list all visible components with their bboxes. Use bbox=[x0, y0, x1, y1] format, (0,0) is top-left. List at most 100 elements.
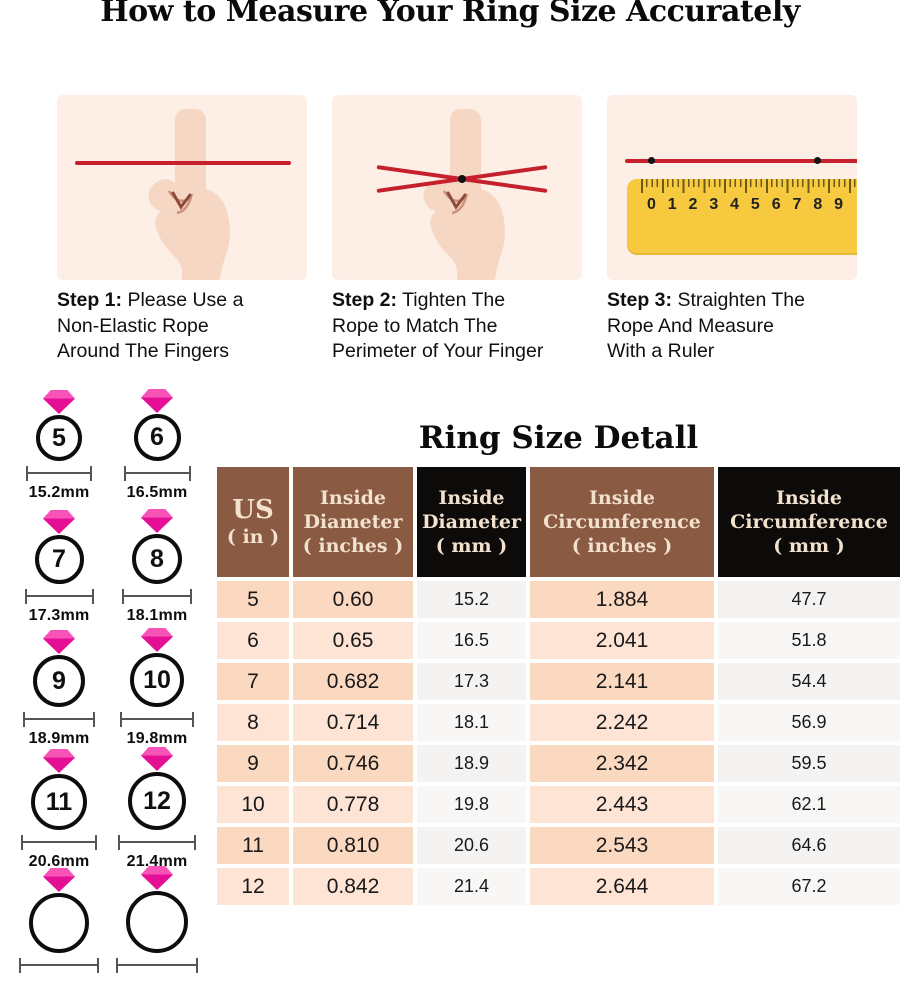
ring-size-number: 7 bbox=[34, 535, 84, 584]
rope-line bbox=[75, 161, 291, 165]
ring-diameter-label: 19.8mm bbox=[126, 730, 188, 747]
table-cell: 1.884 bbox=[530, 581, 714, 618]
table-cell: 0.65 bbox=[293, 622, 413, 659]
table-cell: 21.4 bbox=[417, 868, 526, 905]
table-cell: 0.842 bbox=[293, 868, 413, 905]
ring-diameter-label: 15.2mm bbox=[28, 484, 90, 501]
hand-icon bbox=[423, 109, 505, 280]
table-cell: 64.6 bbox=[718, 827, 900, 864]
step-1-illustration bbox=[57, 95, 307, 280]
table-cell: 59.5 bbox=[718, 745, 900, 782]
diamond-icon bbox=[43, 390, 75, 414]
diameter-measure-line bbox=[120, 712, 194, 727]
table-cell: 56.9 bbox=[718, 704, 900, 741]
ring-item-partial bbox=[108, 866, 206, 995]
diamond-icon bbox=[141, 747, 173, 771]
ring-diameter-label: 17.3mm bbox=[28, 607, 90, 624]
table-cell: 18.1 bbox=[417, 704, 526, 741]
ring-row: 7 17.3mm 8 18.1mm bbox=[10, 503, 206, 626]
ruler-numbers: 0 1 2 3 4 5 6 7 8 9 bbox=[646, 196, 844, 213]
table-cell: 12 bbox=[217, 868, 289, 905]
table-cell: 0.682 bbox=[293, 663, 413, 700]
diameter-measure-line bbox=[123, 466, 191, 481]
ring-row: 11 20.6mm 12 21.4mm bbox=[10, 747, 206, 872]
table-cell: 67.2 bbox=[718, 868, 900, 905]
table-title: Ring Size Detall bbox=[418, 420, 699, 456]
table-cell: 7 bbox=[217, 663, 289, 700]
diamond-icon bbox=[141, 628, 173, 652]
diameter-measure-line bbox=[122, 589, 192, 604]
diamond-icon bbox=[141, 866, 173, 890]
table-cell: 62.1 bbox=[718, 786, 900, 823]
ring-size-number: 9 bbox=[33, 655, 85, 707]
ring-item: 9 18.9mm bbox=[10, 626, 108, 749]
diamond-icon bbox=[43, 749, 75, 773]
step-2-illustration bbox=[332, 95, 582, 280]
ring-size-number: 6 bbox=[133, 414, 181, 461]
ring-diameter-label: 18.1mm bbox=[126, 607, 188, 624]
ring-diameter-label: 21.4mm bbox=[126, 853, 188, 870]
ring-size-chart: 5 15.2mm 6 16.5mm 7 17.3mm 8 18.1mm 9 bbox=[10, 380, 206, 995]
ruler-icon: 0 1 2 3 4 5 6 7 8 9 bbox=[627, 179, 857, 255]
ring-row: 5 15.2mm 6 16.5mm bbox=[10, 380, 206, 503]
table-cell: 0.810 bbox=[293, 827, 413, 864]
table-cell: 18.9 bbox=[417, 745, 526, 782]
table-cell: 8 bbox=[217, 704, 289, 741]
ring-item: 12 21.4mm bbox=[108, 747, 206, 872]
table-cell: 2.242 bbox=[530, 704, 714, 741]
ring-diameter-label: 20.6mm bbox=[28, 853, 90, 870]
diameter-measure-line bbox=[118, 835, 196, 850]
ring-item: 7 17.3mm bbox=[10, 503, 108, 626]
diamond-icon bbox=[43, 868, 75, 892]
diamond-icon bbox=[43, 630, 75, 654]
ring-row-partial bbox=[10, 866, 206, 995]
ring-item: 8 18.1mm bbox=[108, 503, 206, 626]
header-cell-diameter-mm: Inside Diameter ( mm ) bbox=[417, 467, 526, 577]
ring-size-number: 8 bbox=[132, 534, 182, 584]
step-3-illustration: 0 1 2 3 4 5 6 7 8 9 bbox=[607, 95, 857, 280]
table-cell: 15.2 bbox=[417, 581, 526, 618]
diameter-measure-line bbox=[19, 958, 99, 973]
table-cell: 2.543 bbox=[530, 827, 714, 864]
diameter-measure-line bbox=[21, 835, 97, 850]
diameter-measure-line bbox=[24, 589, 94, 604]
table-cell: 10 bbox=[217, 786, 289, 823]
table-cell: 11 bbox=[217, 827, 289, 864]
diamond-icon bbox=[43, 510, 75, 534]
ring-item-partial bbox=[10, 868, 108, 995]
header-cell-circumference-inches: Inside Circumference ( inches ) bbox=[530, 467, 714, 577]
step-1-caption: Step 1: Please Use a Non-Elastic Rope Ar… bbox=[57, 289, 244, 362]
page-title: How to Measure Your Ring Size Accurately bbox=[100, 0, 800, 29]
ring-item: 5 15.2mm bbox=[10, 380, 108, 503]
step-2-label: Step 2: bbox=[332, 289, 398, 311]
step-3-label: Step 3: bbox=[607, 289, 673, 311]
ring-item: 11 20.6mm bbox=[10, 749, 108, 872]
table-cell: 0.746 bbox=[293, 745, 413, 782]
table-cell: 47.7 bbox=[718, 581, 900, 618]
table-cell: 2.041 bbox=[530, 622, 714, 659]
ruler-ticks bbox=[641, 179, 857, 193]
header-cell-us: US ( in ) bbox=[217, 467, 289, 577]
ring-row: 9 18.9mm 10 19.8mm bbox=[10, 626, 206, 749]
table-cell: 2.342 bbox=[530, 745, 714, 782]
header-cell-circumference-mm: Inside Circumference ( mm ) bbox=[718, 467, 900, 577]
ring-item: 6 16.5mm bbox=[108, 380, 206, 503]
table-cell: 20.6 bbox=[417, 827, 526, 864]
ring-item: 10 19.8mm bbox=[108, 626, 206, 749]
ring-band bbox=[126, 891, 188, 953]
table-cell: 2.644 bbox=[530, 868, 714, 905]
step-1-label: Step 1: bbox=[57, 289, 123, 311]
diamond-icon bbox=[141, 509, 173, 533]
step-2-caption: Step 2: Tighten The Rope to Match The Pe… bbox=[332, 289, 544, 362]
table-cell: 2.443 bbox=[530, 786, 714, 823]
table-cell: 0.778 bbox=[293, 786, 413, 823]
ring-size-number: 12 bbox=[128, 772, 186, 830]
table-cell: 54.4 bbox=[718, 663, 900, 700]
table-cell: 0.714 bbox=[293, 704, 413, 741]
table-cell: 16.5 bbox=[417, 622, 526, 659]
ring-size-table: US ( in ) Inside Diameter ( inches ) Ins… bbox=[217, 467, 900, 905]
diameter-measure-line bbox=[23, 712, 95, 727]
header-cell-diameter-inches: Inside Diameter ( inches ) bbox=[293, 467, 413, 577]
rope-knot-dot bbox=[458, 175, 466, 183]
table-cell: 51.8 bbox=[718, 622, 900, 659]
